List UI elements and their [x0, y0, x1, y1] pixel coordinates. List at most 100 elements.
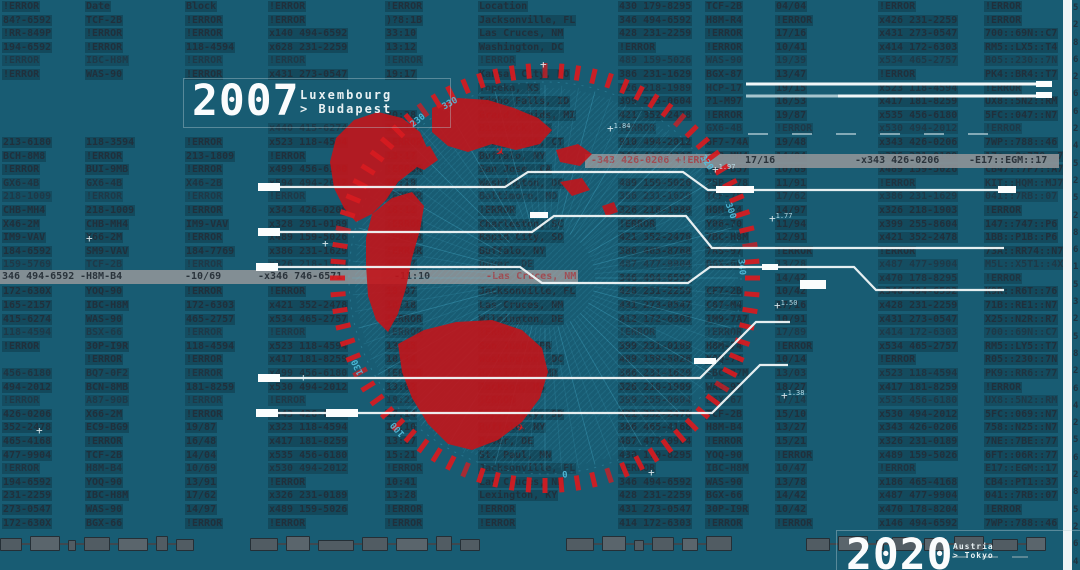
grid-cell-text: 172-630X — [2, 517, 53, 529]
grid-cell: x431 273-0547 — [268, 68, 349, 82]
grid-cell: BUI-9MB — [85, 163, 135, 177]
grid-cell: 10/14 — [775, 353, 813, 367]
grid-cell-text: 11/91 — [775, 177, 808, 189]
grid-cell-text: CB47::7P7::A7 — [984, 164, 1065, 176]
grid-cell: !ERROR — [185, 68, 235, 82]
grid-cell-text: !ERROR — [984, 14, 1023, 26]
grid-cell: !ERROR — [2, 394, 52, 408]
grid-cell: !ERROR — [775, 14, 814, 28]
grid-cell-text: 477-9904 — [2, 449, 53, 461]
grid-cell-text: 700::69N::C7 — [984, 28, 1059, 40]
grid-cell: 11/94 — [775, 218, 813, 232]
grid-cell: !ERROR — [2, 54, 52, 68]
grid-cell-text: 15/10 — [775, 408, 808, 420]
grid-cell-text: 17:14 — [385, 408, 418, 420]
grid-cell-text: x399 255-8604 — [878, 218, 959, 230]
grid-cell: 194-6592 — [2, 476, 53, 490]
grid-cell: 13:27 — [385, 435, 423, 449]
grid-cell-text: 213-1809 — [185, 150, 236, 162]
grid-cell-text: M5L::X5T1::4X — [984, 259, 1065, 271]
grid-cell-text: 33:10 — [385, 28, 418, 40]
grid-cell: 13/27 — [775, 421, 813, 435]
grid-cell: 13/47 — [775, 68, 813, 82]
grid-cell-text: !ERROR — [478, 517, 517, 529]
ring-tick — [647, 93, 660, 109]
grid-cell-text: x530 494-2012 — [268, 381, 349, 393]
grid-cell-text: !ERROR — [268, 150, 307, 162]
ring-tick — [589, 68, 598, 85]
globe-spoke — [583, 153, 694, 247]
ring-tick — [416, 438, 430, 454]
rail-digit: 4 — [1073, 141, 1079, 152]
grid-cell: 15/21 — [775, 435, 813, 449]
redaction-block — [876, 540, 884, 551]
ring-tick — [416, 102, 430, 118]
grid-cell: !ERROR — [185, 353, 235, 367]
grid-cell-text: x535 456-6180 — [878, 109, 959, 121]
grid-cell-text: !ERROR — [984, 381, 1023, 393]
grid-cell-text: !ERROR — [268, 191, 307, 203]
redaction-block — [954, 536, 984, 551]
grid-cell-text: 10/47 — [775, 463, 808, 475]
grid-cell: WAS-90 — [85, 313, 135, 327]
grid-cell-text: TCF-2B — [85, 14, 124, 26]
grid-cell: !ERROR — [878, 462, 958, 476]
grid-cell: WAS-90 — [85, 503, 135, 517]
grid-cell: B05::230::7N — [984, 54, 1064, 68]
redaction-block — [318, 540, 354, 551]
grid-cell-text: 7WP::788::46 — [984, 136, 1059, 148]
grid-cell: x470 178-8204 — [878, 503, 959, 517]
grid-cell-text: x323 118-4594 — [268, 422, 349, 434]
grid-cell-text: !ERROR — [185, 28, 224, 40]
continent-shape — [398, 320, 548, 450]
grid-cell: !ERROR — [775, 245, 814, 259]
grid-cell: E17::EGM::17 — [984, 462, 1064, 476]
grid-cell: !ERROR — [185, 14, 235, 28]
grid-cell: 159-5769 — [2, 258, 53, 272]
grid-cell-text: 7WP::788::46 — [984, 517, 1059, 529]
grid-cell-text: 14/04 — [185, 449, 218, 461]
grid-cell-text: x414 172-6303 — [878, 41, 959, 53]
grid-cell-text: 19:17 — [385, 68, 418, 80]
grid-cell: GX6-4B — [705, 122, 749, 136]
ring-tick — [476, 72, 486, 89]
ring-tick — [672, 428, 687, 444]
grid-cell-text: 428 231-2259 — [618, 28, 693, 40]
grid-cell-text: 414 172-6303 — [618, 517, 693, 529]
grid-cell: 20:28 — [385, 109, 423, 123]
grid-cell-text: 14/97 — [185, 503, 218, 515]
grid-cell: !ERROR — [385, 462, 424, 476]
grid-cell: x417 181-8259 — [268, 435, 349, 449]
grid-cell-text: !ERROR — [2, 395, 41, 407]
grid-cell: 14/42 — [775, 489, 813, 503]
grid-cell-text: x326 218-1989 — [268, 259, 349, 271]
grid-cell-text: !ERROR — [984, 272, 1023, 284]
grid-cell-text: 6FT::06R::77 — [984, 449, 1059, 461]
rail-digit: 6 — [1073, 89, 1079, 100]
grid-cell-text: 184-6592 — [2, 245, 53, 257]
redaction-block — [30, 536, 60, 551]
grid-cell: ?1-M97 — [705, 95, 749, 109]
grid-cell-text: x386 231-1629 — [878, 191, 959, 203]
grid-cell: !ERROR — [268, 394, 348, 408]
grid-cell: 181-8259 — [185, 381, 236, 395]
grid-cell: x535 456-6180 — [268, 449, 349, 463]
grid-cell: x328 291-0189 — [268, 218, 349, 232]
grid-cell-text: !ERROR — [984, 123, 1023, 135]
grid-cell-text: 118-4594 — [2, 327, 53, 339]
ring-tick — [742, 241, 758, 250]
grid-cell-text: X25::N2R::R7 — [984, 313, 1059, 325]
rail-digit: 5 — [1073, 158, 1079, 169]
rail-digit: 2 — [1073, 470, 1079, 481]
globe-spoke — [565, 102, 627, 233]
grid-cell-text: 456-6180 — [2, 368, 53, 380]
grid-cell: 10/91 — [775, 313, 813, 327]
rail-digit: 2 — [1073, 124, 1079, 135]
continent-shape — [432, 98, 552, 152]
ring-tick — [684, 124, 699, 139]
grid-cell-text: 17/89 — [775, 327, 808, 339]
globe-spoke — [580, 141, 682, 243]
grid-cell: x323 118-4594 — [268, 421, 349, 435]
grid-cell: 13:12 — [385, 41, 423, 55]
